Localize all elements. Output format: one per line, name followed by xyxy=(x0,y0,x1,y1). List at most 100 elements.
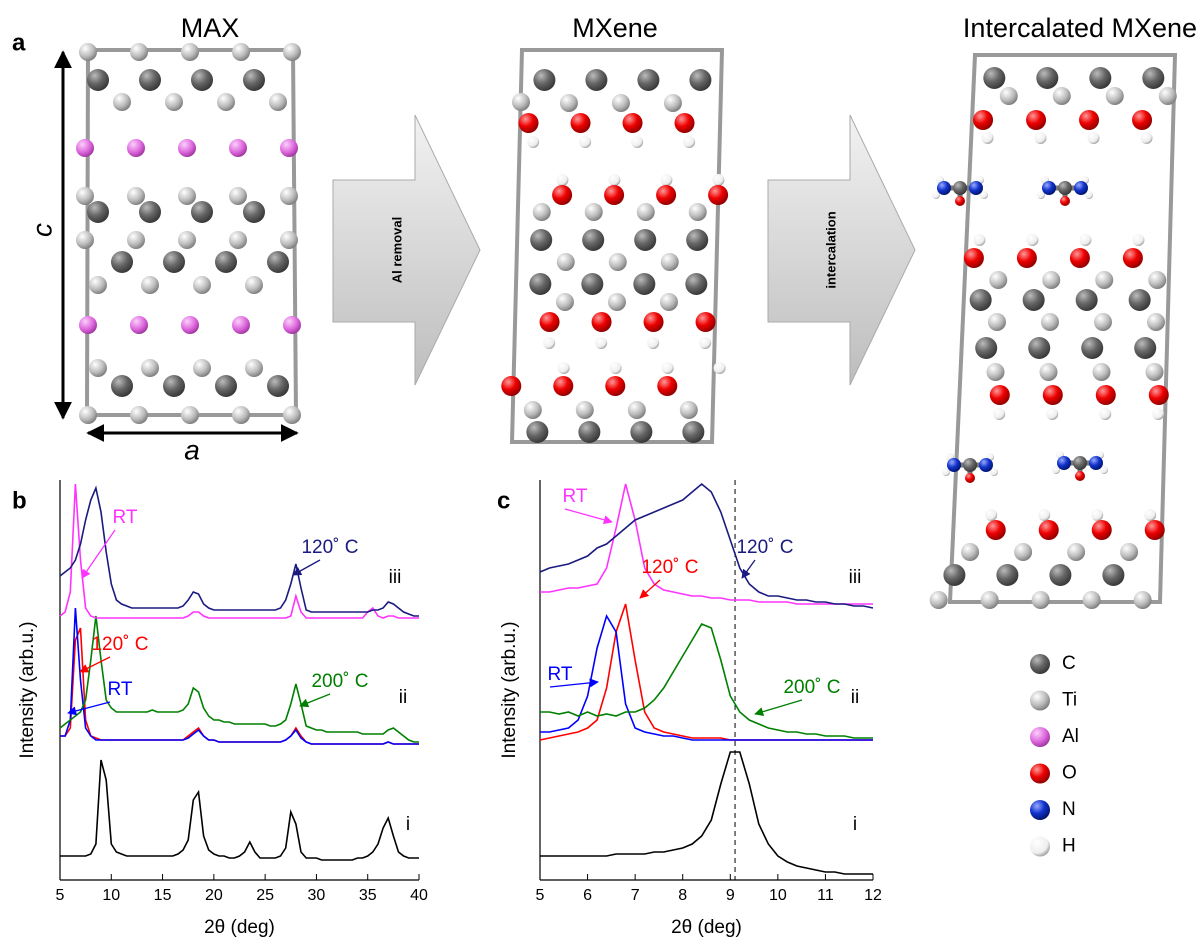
atom xyxy=(215,375,237,397)
atom xyxy=(191,69,213,91)
atom xyxy=(1043,385,1063,405)
annotation: 200˚ C xyxy=(311,671,368,692)
atom xyxy=(1095,271,1113,289)
legend-label: N xyxy=(1062,799,1076,820)
atom xyxy=(683,136,695,148)
annotation-arrow xyxy=(565,509,612,522)
atom xyxy=(111,375,133,397)
atom xyxy=(1088,132,1100,144)
atom xyxy=(560,94,578,112)
process-arrow xyxy=(768,115,915,385)
atom xyxy=(245,359,263,377)
atom xyxy=(1134,337,1156,359)
atom xyxy=(283,43,301,61)
atom xyxy=(229,187,247,205)
atom xyxy=(1148,271,1166,289)
atom xyxy=(595,337,607,349)
annotation: 120˚ C xyxy=(736,537,793,558)
atom xyxy=(581,273,603,295)
atom xyxy=(608,293,626,311)
atom xyxy=(181,406,199,424)
atom xyxy=(232,406,250,424)
annotation: ii xyxy=(851,687,859,708)
atom xyxy=(87,69,109,91)
annotation-arrow xyxy=(82,530,115,578)
atom xyxy=(553,376,573,396)
atom xyxy=(610,362,622,374)
atom xyxy=(267,375,289,397)
data-line xyxy=(540,484,873,604)
atom xyxy=(604,185,624,205)
atom xyxy=(1070,248,1090,268)
atom xyxy=(612,94,630,112)
atom xyxy=(664,94,682,112)
atom xyxy=(696,312,716,332)
atom xyxy=(1038,509,1050,521)
atom xyxy=(1083,591,1101,609)
atom xyxy=(1058,181,1072,195)
atom xyxy=(1094,313,1112,331)
atom xyxy=(712,174,724,186)
atom xyxy=(229,139,247,157)
atom xyxy=(578,421,600,443)
annotation: 200˚ C xyxy=(783,677,840,698)
atom xyxy=(79,43,97,61)
atom xyxy=(557,253,575,271)
atom xyxy=(1102,564,1124,586)
atom xyxy=(526,421,548,443)
atom xyxy=(178,231,196,249)
x-tick-label: 35 xyxy=(359,887,377,904)
atom xyxy=(969,181,983,195)
atom xyxy=(1023,289,1045,311)
atom xyxy=(937,181,951,195)
annotation: i xyxy=(853,814,857,835)
x-tick-label: 10 xyxy=(102,887,120,904)
atom xyxy=(524,401,542,419)
atom xyxy=(647,337,659,349)
annotation-arrow xyxy=(68,702,110,713)
x-tick-label: 40 xyxy=(410,887,428,904)
atom xyxy=(1145,363,1163,381)
atom xyxy=(985,509,997,521)
atom xyxy=(996,564,1018,586)
atom xyxy=(193,359,211,377)
atom xyxy=(592,312,612,332)
lattice-label: a xyxy=(184,434,200,465)
annotation: iii xyxy=(849,567,862,588)
atom xyxy=(631,136,643,148)
atom xyxy=(990,385,1010,405)
atom xyxy=(628,401,646,419)
atom xyxy=(1032,591,1050,609)
atom xyxy=(576,401,594,419)
atom xyxy=(165,93,183,111)
data-line xyxy=(60,760,419,860)
atom xyxy=(1092,520,1112,540)
atom xyxy=(1076,289,1098,311)
legend-label: Ti xyxy=(1062,690,1077,711)
atom xyxy=(87,201,109,223)
atom xyxy=(512,93,530,111)
structure-title: MXene xyxy=(572,13,658,43)
atom xyxy=(130,406,148,424)
figure: a MAX MXene Intercalated MXene Al remova… xyxy=(0,0,1204,944)
atom xyxy=(1147,313,1165,331)
atom xyxy=(975,337,997,359)
panel-label: a xyxy=(12,29,26,56)
atom xyxy=(661,253,679,271)
atom xyxy=(1073,456,1087,470)
atom xyxy=(1149,385,1169,405)
atom xyxy=(232,316,250,334)
atom xyxy=(139,69,161,91)
atom xyxy=(1091,509,1103,521)
lattice-label: c xyxy=(26,223,57,237)
x-tick-label: 10 xyxy=(769,887,787,904)
atom xyxy=(965,473,975,483)
atom xyxy=(993,408,1005,420)
atom xyxy=(964,248,984,268)
atom xyxy=(79,406,97,424)
atom xyxy=(1129,289,1151,311)
atom xyxy=(76,187,94,205)
atom xyxy=(637,69,659,91)
annotation: RT xyxy=(108,679,133,700)
atom xyxy=(269,93,287,111)
